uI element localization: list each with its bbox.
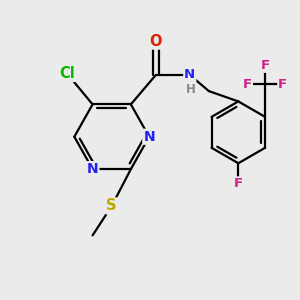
Text: F: F [243,78,252,91]
Text: N: N [87,162,98,176]
Text: Cl: Cl [59,66,75,81]
Text: F: F [260,59,270,72]
Text: F: F [278,78,287,91]
Text: S: S [106,198,117,213]
Text: H: H [185,83,195,96]
Text: O: O [150,34,162,49]
Text: F: F [234,177,243,190]
Text: N: N [143,130,155,144]
Text: N: N [184,68,195,81]
